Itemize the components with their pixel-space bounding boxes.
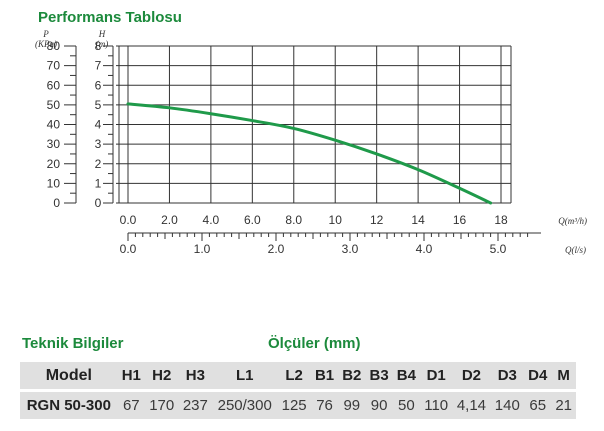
- p-tick-label: 30: [47, 137, 61, 151]
- secondary-x-tick-label: 5.0: [490, 242, 507, 256]
- x-tick-label: 2.0: [161, 213, 178, 227]
- specs-header-row: Model H1 H2 H3 L1 L2 B1 B2 B3 B4 D1 D2 D3 D4 M: [20, 362, 576, 389]
- cell-m: 21: [551, 392, 576, 419]
- p-tick-label: 20: [47, 157, 61, 171]
- p-tick-label: 0: [53, 196, 60, 210]
- p-axis-unit: (KPa): [35, 39, 57, 49]
- h-tick-label: 4: [95, 118, 102, 132]
- x-axis-unit: Q(m³/h): [558, 216, 587, 226]
- cell-b3: 90: [365, 392, 393, 419]
- cell-d2: 4,14: [452, 392, 491, 419]
- x-tick-label: 10: [329, 213, 343, 227]
- secondary-x-tick-label: 3.0: [342, 242, 359, 256]
- x-tick-label: 4.0: [203, 213, 220, 227]
- x-tick-label: 18: [494, 213, 508, 227]
- performance-curve-line-0: [126, 102, 493, 205]
- p-axis-name: P: [42, 29, 49, 39]
- secondary-x-tick-label: 0.0: [120, 242, 137, 256]
- cell-l1: 250/300: [212, 392, 278, 419]
- header-b3: B3: [365, 362, 393, 389]
- cell-d1: 110: [419, 392, 453, 419]
- h-axis-unit: (m): [96, 39, 109, 49]
- specs-table: Model H1 H2 H3 L1 L2 B1 B2 B3 B4 D1 D2 D3 D4 M RGN 50-…: [20, 359, 576, 422]
- p-tick-label: 70: [47, 59, 61, 73]
- header-l1: L1: [212, 362, 278, 389]
- p-tick-label: 40: [47, 118, 61, 132]
- header-h1: H1: [117, 362, 145, 389]
- header-h2: H2: [144, 362, 179, 389]
- header-l2: L2: [277, 362, 311, 389]
- dimensions-title: Ölçüler (mm): [268, 335, 361, 352]
- h-tick-label: 5: [95, 98, 102, 112]
- header-b4: B4: [392, 362, 420, 389]
- header-m: M: [551, 362, 576, 389]
- specs-data-row: RGN 50-300 67 170 237 250/300 125 76 99 90 50 110 4…: [20, 392, 576, 419]
- h-axis-name: H: [98, 29, 106, 39]
- cell-h1: 67: [117, 392, 145, 419]
- x-tick-label: 14: [411, 213, 425, 227]
- x-tick-label: 16: [453, 213, 467, 227]
- chart-title: Performans Tablosu: [38, 9, 182, 26]
- x-tick-label: 12: [370, 213, 384, 227]
- h-tick-label: 6: [95, 78, 102, 92]
- cell-d3: 140: [490, 392, 525, 419]
- cell-h3: 237: [178, 392, 213, 419]
- h-tick-label: 8: [95, 39, 102, 53]
- header-b2: B2: [338, 362, 366, 389]
- performance-chart: 0 0 10 1 20 2 30 3 40 4 50 5 60 6 70 7 80 8 P(KPa) H(m) 0.0 2…: [35, 29, 587, 256]
- cell-model: RGN 50-300: [20, 392, 118, 419]
- cell-l2: 125: [277, 392, 311, 419]
- h-tick-label: 2: [95, 157, 102, 171]
- header-model: Model: [20, 362, 118, 389]
- p-tick-label: 50: [47, 98, 61, 112]
- h-tick-label: 0: [95, 196, 102, 210]
- header-d3: D3: [490, 362, 525, 389]
- p-tick-label: 10: [47, 176, 61, 190]
- secondary-x-tick-label: 4.0: [416, 242, 433, 256]
- cell-d4: 65: [524, 392, 552, 419]
- header-d4: D4: [524, 362, 552, 389]
- secondary-x-axis-unit: Q(l/s): [565, 245, 586, 255]
- h-tick-label: 7: [95, 59, 102, 73]
- x-tick-label: 6.0: [244, 213, 261, 227]
- technical-info-title: Teknik Bilgiler: [22, 335, 124, 352]
- x-tick-label: 0.0: [120, 213, 137, 227]
- header-d2: D2: [452, 362, 491, 389]
- secondary-x-tick-label: 2.0: [268, 242, 285, 256]
- header-b1: B1: [310, 362, 339, 389]
- secondary-x-tick-label: 1.0: [194, 242, 211, 256]
- h-tick-label: 3: [95, 137, 102, 151]
- p-tick-label: 60: [47, 78, 61, 92]
- cell-b2: 99: [338, 392, 366, 419]
- p-tick-label: 80: [47, 39, 61, 53]
- x-tick-label: 8.0: [285, 213, 302, 227]
- cell-b4: 50: [392, 392, 420, 419]
- cell-h2: 170: [144, 392, 179, 419]
- header-d1: D1: [419, 362, 453, 389]
- cell-b1: 76: [310, 392, 339, 419]
- h-tick-label: 1: [95, 176, 102, 190]
- header-h3: H3: [178, 362, 213, 389]
